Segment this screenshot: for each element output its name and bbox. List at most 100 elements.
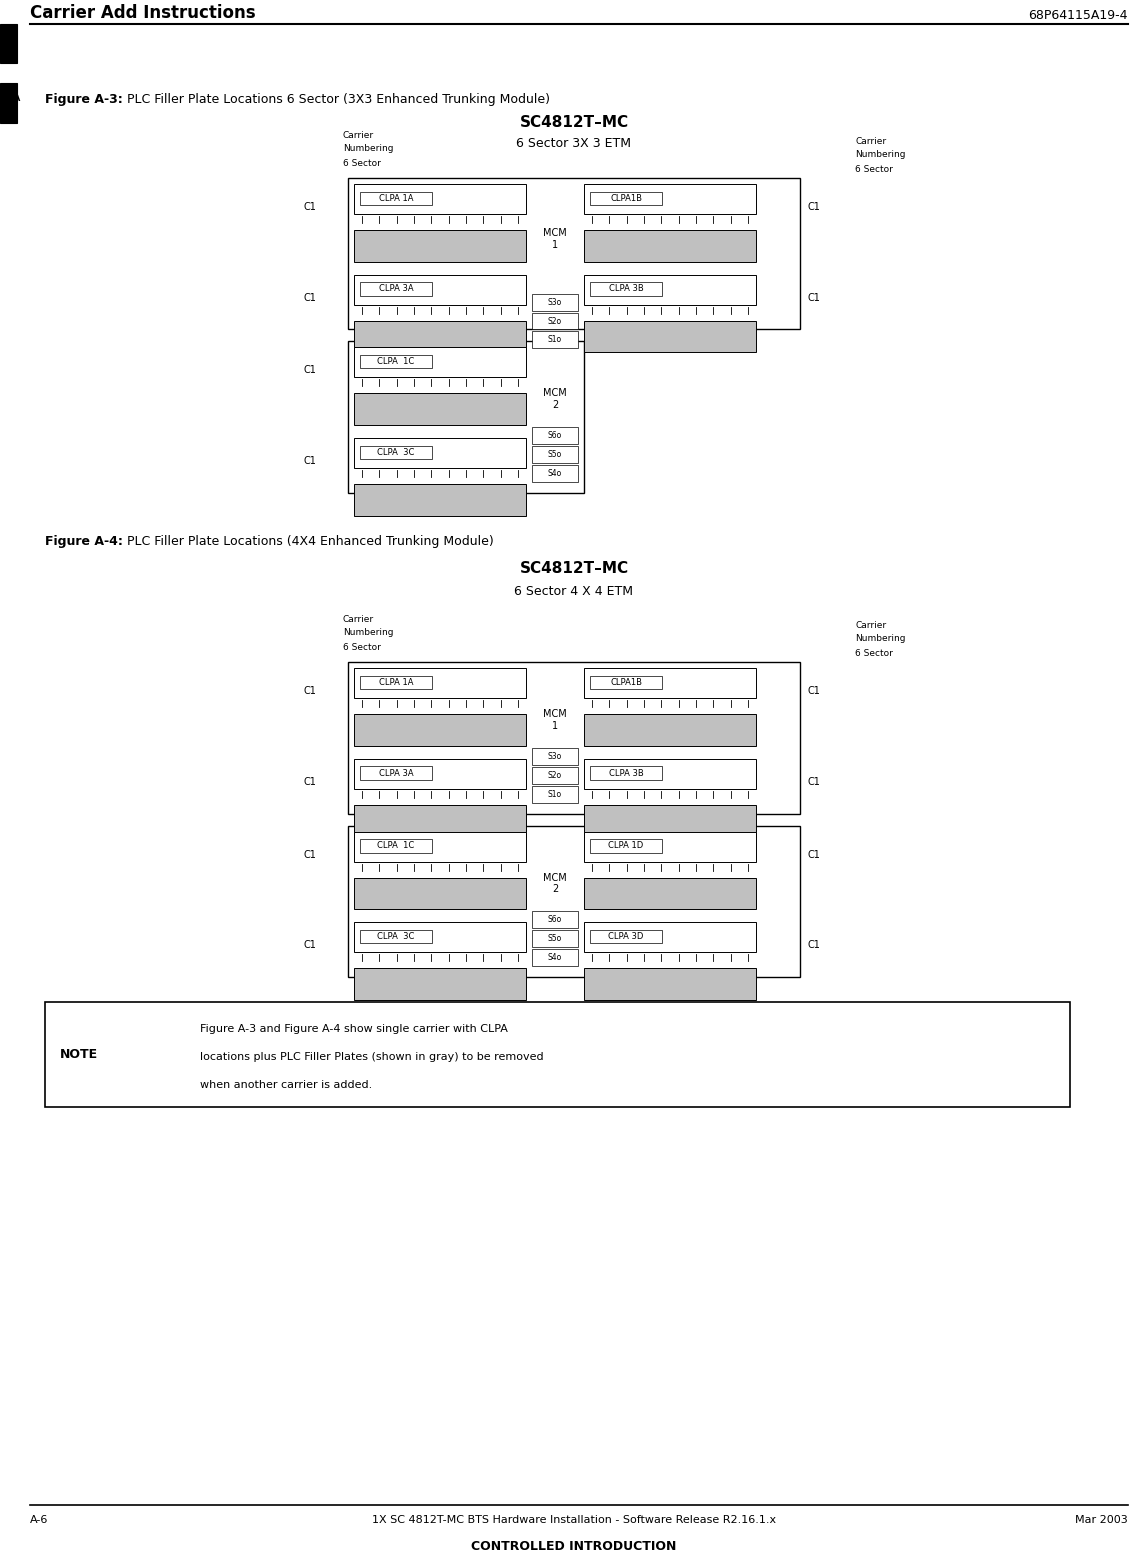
Text: Figure A-3:: Figure A-3: [45, 94, 123, 106]
Text: 6 Sector: 6 Sector [855, 649, 893, 658]
Bar [584, 320, 757, 352]
Bar [532, 786, 577, 803]
Bar [590, 766, 662, 780]
Text: A-6: A-6 [30, 1515, 48, 1525]
Text: MCM
2: MCM 2 [543, 872, 567, 894]
Bar [584, 967, 757, 1000]
Bar [354, 832, 526, 861]
Bar [360, 355, 433, 369]
Bar [360, 839, 433, 852]
Bar [354, 347, 526, 377]
Text: 6 Sector 4 X 4 ETM: 6 Sector 4 X 4 ETM [514, 585, 634, 597]
Text: Figure A-3 and Figure A-4 show single carrier with CLPA: Figure A-3 and Figure A-4 show single ca… [200, 1024, 507, 1035]
Text: C1: C1 [303, 292, 316, 303]
Text: C1: C1 [303, 456, 316, 466]
Text: CLPA 3B: CLPA 3B [608, 284, 644, 294]
Bar [590, 675, 662, 689]
Bar [532, 930, 577, 947]
Bar [354, 669, 526, 699]
Text: C1: C1 [808, 941, 821, 950]
Text: 1X SC 4812T-MC BTS Hardware Installation - Software Release R2.16.1.x: 1X SC 4812T-MC BTS Hardware Installation… [372, 1515, 776, 1525]
Text: A: A [10, 89, 21, 103]
Bar [354, 485, 526, 516]
Bar [354, 760, 526, 789]
Text: MCM
2: MCM 2 [543, 389, 567, 410]
Bar [532, 466, 577, 481]
Text: CLPA 3B: CLPA 3B [608, 769, 644, 778]
Bar [590, 283, 662, 295]
Text: C1: C1 [303, 941, 316, 950]
Text: Numbering: Numbering [855, 635, 906, 644]
Text: Carrier: Carrier [855, 622, 886, 630]
Text: CLPA 1A: CLPA 1A [379, 678, 413, 688]
Text: S6o: S6o [548, 431, 563, 441]
Bar [348, 178, 800, 330]
Bar [354, 714, 526, 746]
Bar [354, 805, 526, 836]
Bar [584, 230, 757, 261]
Bar [360, 445, 433, 460]
Text: CLPA 3D: CLPA 3D [608, 932, 644, 941]
Bar [532, 949, 577, 966]
Bar [360, 675, 433, 689]
Text: 68P64115A19-4: 68P64115A19-4 [1029, 9, 1128, 22]
Text: C1: C1 [303, 850, 316, 860]
Text: C1: C1 [808, 202, 821, 213]
Bar [590, 930, 662, 942]
Text: C1: C1 [808, 777, 821, 786]
Bar [354, 922, 526, 952]
Text: S6o: S6o [548, 916, 563, 924]
Bar [532, 767, 577, 783]
Text: CONTROLLED INTRODUCTION: CONTROLLED INTRODUCTION [472, 1540, 676, 1554]
Text: Numbering: Numbering [855, 150, 906, 159]
Text: CLPA 3A: CLPA 3A [379, 769, 413, 778]
Text: Numbering: Numbering [343, 628, 394, 638]
Text: C1: C1 [303, 686, 316, 696]
Text: CLPA1B: CLPA1B [610, 194, 642, 203]
Text: locations plus PLC Filler Plates (shown in gray) to be removed: locations plus PLC Filler Plates (shown … [200, 1052, 544, 1061]
Bar [0, 83, 17, 123]
Bar [532, 313, 577, 330]
Text: C1: C1 [808, 686, 821, 696]
Text: MCM
1: MCM 1 [543, 710, 567, 731]
Text: Carrier: Carrier [343, 131, 374, 141]
Text: S4o: S4o [548, 469, 563, 478]
Bar [360, 192, 433, 205]
Text: S2o: S2o [548, 771, 563, 780]
Bar [584, 760, 757, 789]
Bar [354, 877, 526, 910]
Text: Mar 2003: Mar 2003 [1076, 1515, 1128, 1525]
Bar [590, 839, 662, 852]
Bar [584, 922, 757, 952]
Text: Numbering: Numbering [343, 144, 394, 153]
Bar [584, 832, 757, 861]
Text: S1o: S1o [548, 789, 563, 799]
Bar [0, 23, 17, 64]
Text: SC4812T–MC: SC4812T–MC [519, 116, 629, 130]
Text: 6 Sector: 6 Sector [343, 159, 381, 169]
Bar [584, 877, 757, 910]
Bar [354, 438, 526, 467]
Bar [354, 394, 526, 425]
Text: CLPA1B: CLPA1B [610, 678, 642, 688]
Text: NOTE: NOTE [60, 1047, 98, 1061]
Text: 6 Sector: 6 Sector [855, 166, 893, 173]
Text: C1: C1 [808, 850, 821, 860]
Text: C1: C1 [303, 202, 316, 213]
Bar [360, 930, 433, 942]
Text: CLPA  1C: CLPA 1C [378, 356, 414, 366]
Bar [354, 230, 526, 261]
Bar [354, 320, 526, 352]
Bar [590, 192, 662, 205]
Text: S3o: S3o [548, 297, 563, 306]
Bar [584, 714, 757, 746]
Text: Carrier Add Instructions: Carrier Add Instructions [30, 3, 256, 22]
Bar [532, 331, 577, 349]
Text: SC4812T–MC: SC4812T–MC [519, 561, 629, 575]
Bar [584, 669, 757, 699]
Text: CLPA 3A: CLPA 3A [379, 284, 413, 294]
Text: Figure A-4:: Figure A-4: [45, 535, 123, 547]
Bar [532, 427, 577, 444]
Text: CLPA 1D: CLPA 1D [608, 841, 644, 850]
Text: MCM
1: MCM 1 [543, 228, 567, 250]
